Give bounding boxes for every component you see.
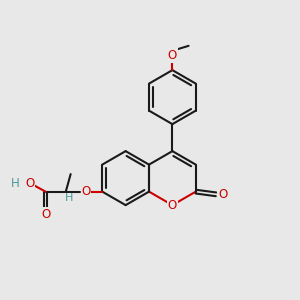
Text: H: H: [11, 177, 19, 190]
Text: O: O: [41, 208, 50, 221]
Text: O: O: [168, 49, 177, 62]
Text: O: O: [81, 185, 91, 198]
Text: O: O: [25, 177, 34, 190]
Text: O: O: [168, 199, 177, 212]
Text: H: H: [64, 194, 73, 203]
Text: O: O: [218, 188, 227, 201]
